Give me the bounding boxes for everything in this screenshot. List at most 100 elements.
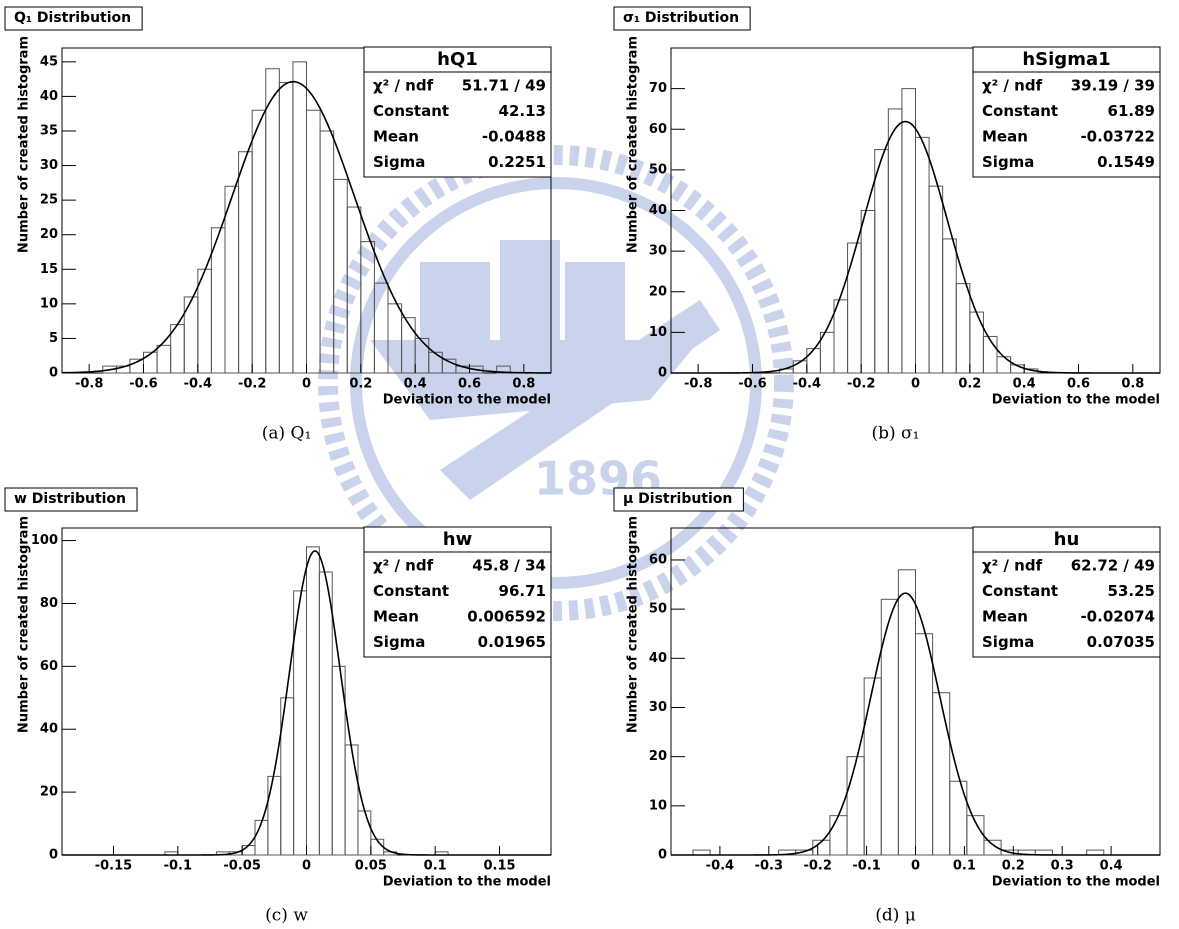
x-tick-label: -0.4 [184,377,212,392]
stats-label: Sigma [373,633,425,651]
y-tick-label: 70 [649,81,667,96]
stats-label: Sigma [373,153,425,171]
histogram-bar [292,61,307,374]
y-tick-label: 35 [40,123,58,138]
histogram-bar [928,185,944,374]
y-tick-label: 40 [40,89,58,104]
stats-label: Sigma [982,633,1034,651]
histogram-bar [306,109,321,374]
logo-block [500,240,560,340]
x-tick-label: 0.05 [355,859,387,874]
stats-value: -0.02074 [1080,608,1155,626]
histogram-bar [254,819,269,856]
x-tick-label: 0 [302,377,311,392]
histogram-bar [251,109,267,374]
y-tick-label: 40 [649,651,667,666]
panel: -0.8 -0.6 -0.4 -0.2 0 0.2 0.4 0.6 0.8 0 10 20 30 40 50… [613,6,1161,444]
histogram-bar [874,149,889,374]
histogram-bar [267,775,282,856]
stats-value: -0.03722 [1080,128,1155,146]
panel: -0.4 -0.3 -0.2 -0.1 0 0.1 0.2 0.3 0.4 0 10 20 30 40 50… [613,487,1161,926]
y-tick-label: 30 [649,244,667,259]
stats-label: Constant [982,102,1058,120]
chart-title: μ Distribution [623,491,732,507]
x-tick-label: -0.3 [755,859,783,874]
histogram-bar [829,815,848,856]
y-tick-label: 50 [649,162,667,177]
y-tick-label: 15 [40,262,58,277]
x-tick-label: -0.2 [803,859,831,874]
x-tick-label: -0.6 [738,377,766,392]
y-tick-label: 10 [649,325,667,340]
stats-value: 61.89 [1108,102,1155,120]
x-tick-label: 0 [302,859,311,874]
fit-curve [671,592,1160,856]
x-tick-label: -0.4 [793,377,821,392]
stats-label: Mean [373,608,419,626]
title-box [4,487,138,512]
x-tick-label: -0.8 [684,377,712,392]
title-box [4,6,143,31]
x-tick-label: 0.3 [1051,859,1074,874]
stats-label: χ² / ndf [982,557,1043,575]
histogram-bar [806,348,821,374]
stats-label: Constant [373,582,449,600]
x-tick-label: -0.2 [847,377,875,392]
stats-value: 62.72 / 49 [1071,557,1155,575]
histogram-bar [955,283,971,374]
y-tick-label: 60 [40,659,58,674]
x-tick-label: 0.8 [512,377,535,392]
y-tick-label: 20 [649,284,667,299]
stats-box [363,526,552,658]
stats-value: 42.13 [499,102,546,120]
y-tick-label: 60 [649,122,667,137]
x-axis-label: Deviation to the model [992,875,1160,890]
histogram-bar [846,756,865,856]
stats-label: Sigma [982,153,1034,171]
stats-name: hSigma1 [1022,49,1110,70]
y-tick-label: 60 [649,552,667,567]
y-tick-label: 10 [40,296,58,311]
x-tick-label: 0.4 [1013,377,1036,392]
stats-name: hQ1 [437,49,478,70]
stats-value: -0.0488 [482,128,546,146]
caption: (b) σ₁ [872,424,920,444]
histogram-bar [969,311,984,374]
y-tick-label: 25 [40,193,58,208]
stats-box [972,46,1161,178]
y-axis-label: Number of created histogram [17,516,32,733]
stats-label: Constant [982,582,1058,600]
stats-value: 96.71 [499,582,546,600]
histogram-bar [982,335,998,374]
title-box [613,6,751,31]
stats-value: 53.25 [1108,582,1155,600]
stats-value: 0.07035 [1087,633,1155,651]
histogram-bar [833,299,849,374]
histogram-bar [278,82,294,374]
histogram-bar [224,185,240,374]
stats-value: 0.2251 [488,153,546,171]
x-tick-label: -0.4 [706,859,734,874]
histogram-bar [887,108,903,374]
x-axis-label: Deviation to the model [992,393,1160,408]
stats-value: 45.8 / 34 [472,557,546,575]
y-tick-label: 5 [49,331,58,346]
y-axis-label: Number of created histogram [626,36,641,253]
y-tick-label: 0 [658,366,667,381]
histogram-bar [344,744,359,856]
histogram-bar [942,238,957,374]
histogram-bar [238,151,253,374]
histogram-bar [318,571,333,856]
chart-title: Q₁ Distribution [14,10,131,26]
x-tick-label: 0.4 [1100,859,1123,874]
stats-value: 0.01965 [478,633,546,651]
x-tick-label: -0.6 [129,377,157,392]
x-tick-label: 0.8 [1121,377,1144,392]
histogram-bar [915,633,934,856]
panel: -0.8 -0.6 -0.4 -0.2 0 0.2 0.4 0.6 0.8 0 5 10 15 20 25 3… [4,6,552,444]
caption: (a) Q₁ [262,424,312,444]
watermark-logo: 1896 [318,145,794,621]
histogram-bar [915,136,930,374]
